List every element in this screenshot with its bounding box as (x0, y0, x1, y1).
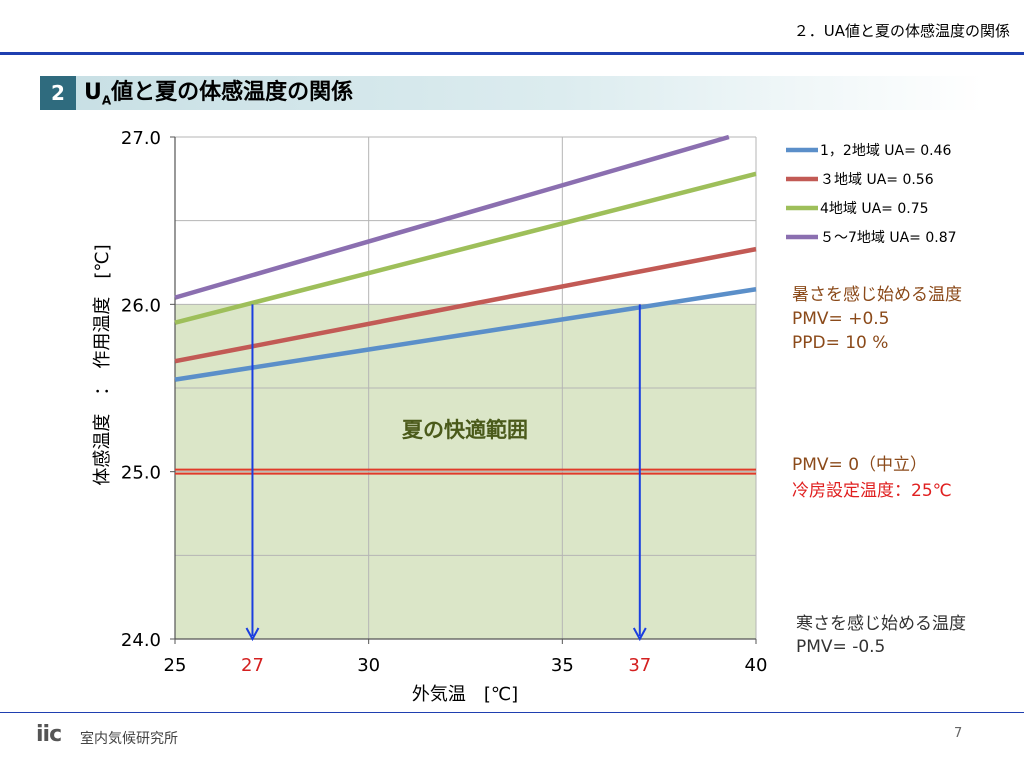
annotation-2-line-1: PMV= 0（中立） (792, 455, 927, 475)
legend-label-3: 4地域 UA= 0.75 (820, 201, 929, 217)
footer-logo: iic (36, 722, 62, 747)
header-title: ２．UA値と夏の体感温度の関係 (793, 22, 1010, 40)
annotation-3-line-1: 冷房設定温度：25℃ (792, 481, 952, 501)
series-line-2 (174, 246, 757, 364)
section-title-sub: A (101, 93, 112, 108)
annotation-1-line-1: 暑さを感じ始める温度 (792, 285, 962, 305)
annotation-1-line-2: PMV= +0.5 (792, 309, 889, 329)
legend-label-2: ３地域 UA= 0.56 (820, 172, 934, 188)
section-title-post: 値と夏の体感温度の関係 (111, 80, 354, 105)
y-tick-label-0: 24.0 (121, 630, 161, 651)
marker-arrowhead-27 (245, 627, 260, 642)
y-axis-label: 体感温度 ： 作用温度 [℃] (92, 244, 113, 485)
y-tick-label-3: 27.0 (121, 128, 161, 149)
marker-label-27: 27 (241, 655, 264, 676)
section-heading: 2 UA値と夏の体感温度の関係 (40, 76, 984, 110)
section-title-pre: U (84, 80, 102, 105)
annotation-4-line-1: 寒さを感じ始める温度 (796, 614, 966, 634)
annotation-1-line-3: PPD= 10 % (792, 333, 888, 353)
x-axis-label: 外気温 [℃] (412, 684, 518, 705)
footer-divider (0, 712, 1024, 713)
section-number: 2 (40, 76, 76, 110)
header-divider (0, 52, 1024, 55)
x-tick-label-1: 30 (357, 655, 380, 676)
marker-label-37: 37 (628, 655, 651, 676)
legend-label-1: 1，2地域 UA= 0.46 (820, 143, 952, 159)
section-title: UA値と夏の体感温度の関係 (84, 78, 353, 115)
x-tick-label-2: 35 (551, 655, 574, 676)
series-line-1 (174, 287, 757, 382)
series-line-4 (174, 134, 730, 300)
marker-arrowhead-37 (632, 627, 647, 642)
annotation-4-line-2: PMV= -0.5 (796, 637, 885, 657)
legend-label-4: ５〜7地域 UA= 0.87 (820, 230, 957, 246)
series-line-3 (174, 171, 757, 325)
footer-organization: 室内気候研究所 (80, 731, 178, 747)
y-tick-label-1: 25.0 (121, 463, 161, 484)
y-tick-label-2: 26.0 (121, 295, 161, 316)
comfort-zone-label: 夏の快適範囲 (402, 418, 528, 442)
x-tick-label-0: 25 (164, 655, 187, 676)
page-number: 7 (954, 726, 963, 741)
x-tick-label-3: 40 (745, 655, 768, 676)
